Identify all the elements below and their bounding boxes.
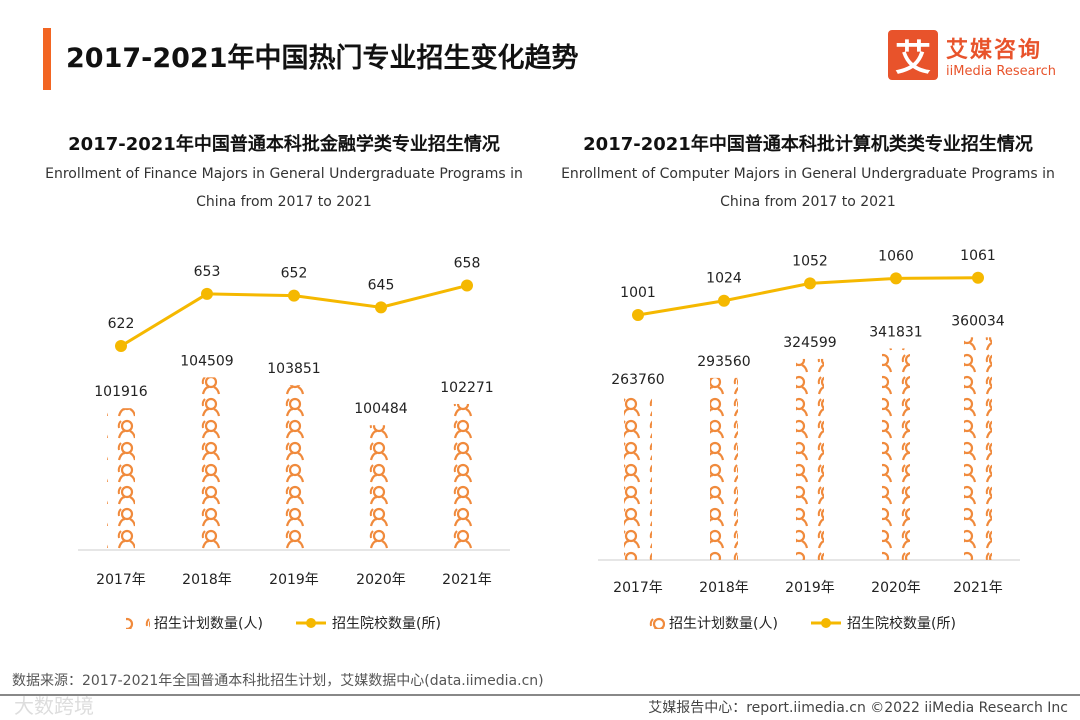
bar-value-label: 263760	[611, 372, 664, 388]
logo: 艾 艾媒咨询 iiMedia Research	[888, 30, 1056, 80]
line-point	[718, 294, 730, 307]
pictograph-bar	[367, 425, 395, 550]
category-tick-label: 2020年	[871, 580, 921, 596]
category-tick-label: 2018年	[182, 572, 232, 588]
footer-divider	[0, 694, 1080, 696]
line-value-label: 1061	[960, 248, 996, 264]
pictograph-bar	[193, 377, 221, 550]
pictograph-bar	[280, 385, 308, 550]
line-value-label: 653	[194, 264, 221, 280]
legend-line-marker	[821, 618, 831, 628]
line-point	[632, 309, 644, 321]
pictograph-bar	[107, 408, 135, 550]
line-point	[115, 340, 127, 352]
watermark: 大数跨境	[14, 694, 94, 718]
legend-label: 招生计划数量(人)	[669, 616, 778, 632]
bar-value-label: 100484	[354, 401, 408, 417]
line-value-label: 1060	[878, 248, 914, 264]
line-point	[375, 301, 387, 314]
chart-title: 2017-2021年中国普通本科批金融学类专业招生情况	[68, 134, 500, 155]
category-tick-label: 2017年	[613, 580, 663, 596]
bar-value-label: 324599	[783, 335, 836, 351]
page-title: 2017-2021年中国热门专业招生变化趋势	[66, 43, 579, 74]
line-point	[461, 279, 473, 292]
computer-chart-header: 2017-2021年中国普通本科批计算机类类专业招生情况 Enrollment …	[548, 130, 1068, 216]
category-tick-label: 2017年	[96, 572, 146, 588]
category-tick-label: 2021年	[442, 572, 492, 588]
line-value-label: 645	[368, 277, 395, 293]
logo-cn: 艾媒咨询	[946, 37, 1043, 63]
data-source: 数据来源：2017-2021年全国普通本科批招生计划，艾媒数据中心(data.i…	[12, 673, 544, 689]
bar-value-label: 103851	[267, 361, 320, 377]
legend-label: 招生计划数量(人)	[154, 616, 263, 632]
finance-chart-header: 2017-2021年中国普通本科批金融学类专业招生情况 Enrollment o…	[24, 130, 544, 216]
legend-label: 招生院校数量(所)	[847, 615, 956, 632]
logo-mark: 艾	[888, 30, 938, 80]
line-point	[890, 272, 902, 285]
line-value-label: 1024	[706, 271, 742, 287]
category-tick-label: 2019年	[269, 572, 319, 588]
category-tick-label: 2021年	[953, 580, 1003, 596]
line-point	[201, 287, 213, 300]
logo-en: iiMedia Research	[946, 63, 1057, 79]
footer-report: 艾媒报告中心：report.iimedia.cn ©2022 iiMedia R…	[648, 700, 1068, 716]
title-accent-bar	[43, 28, 51, 90]
chart-subtitle: Enrollment of Finance Majors in General …	[45, 166, 523, 210]
category-tick-label: 2020年	[356, 572, 406, 588]
category-tick-label: 2019年	[785, 580, 835, 596]
pictograph-bar	[964, 337, 992, 560]
line-point	[288, 289, 300, 302]
pictograph-bar	[796, 358, 824, 560]
chart-subtitle: Enrollment of Computer Majors in General…	[561, 166, 1055, 210]
bar-value-label: 293560	[697, 354, 750, 370]
line-point	[972, 271, 984, 284]
line-value-label: 652	[281, 266, 308, 282]
chart-title: 2017-2021年中国普通本科批计算机类类专业招生情况	[583, 134, 1033, 155]
line-point	[804, 277, 816, 290]
bar-value-label: 101916	[94, 384, 148, 400]
line-value-label: 1052	[792, 253, 828, 269]
legend-bar-icon	[126, 615, 150, 629]
category-tick-label: 2018年	[699, 580, 749, 596]
pictograph-bar	[453, 403, 481, 550]
pictograph-bar	[710, 377, 738, 560]
legend-bar-icon	[641, 615, 665, 629]
bar-value-label: 104509	[180, 353, 233, 369]
bar-value-label: 360034	[951, 313, 1005, 329]
legend-line-marker	[306, 618, 316, 628]
line-value-label: 622	[108, 316, 135, 332]
pictograph-bar	[624, 396, 652, 560]
legend-label: 招生院校数量(所)	[332, 615, 441, 632]
bar-value-label: 341831	[869, 324, 922, 340]
bar-value-label: 102271	[440, 380, 493, 396]
pictograph-bar	[882, 348, 910, 560]
line-value-label: 658	[454, 256, 481, 272]
line-value-label: 1001	[620, 285, 656, 301]
